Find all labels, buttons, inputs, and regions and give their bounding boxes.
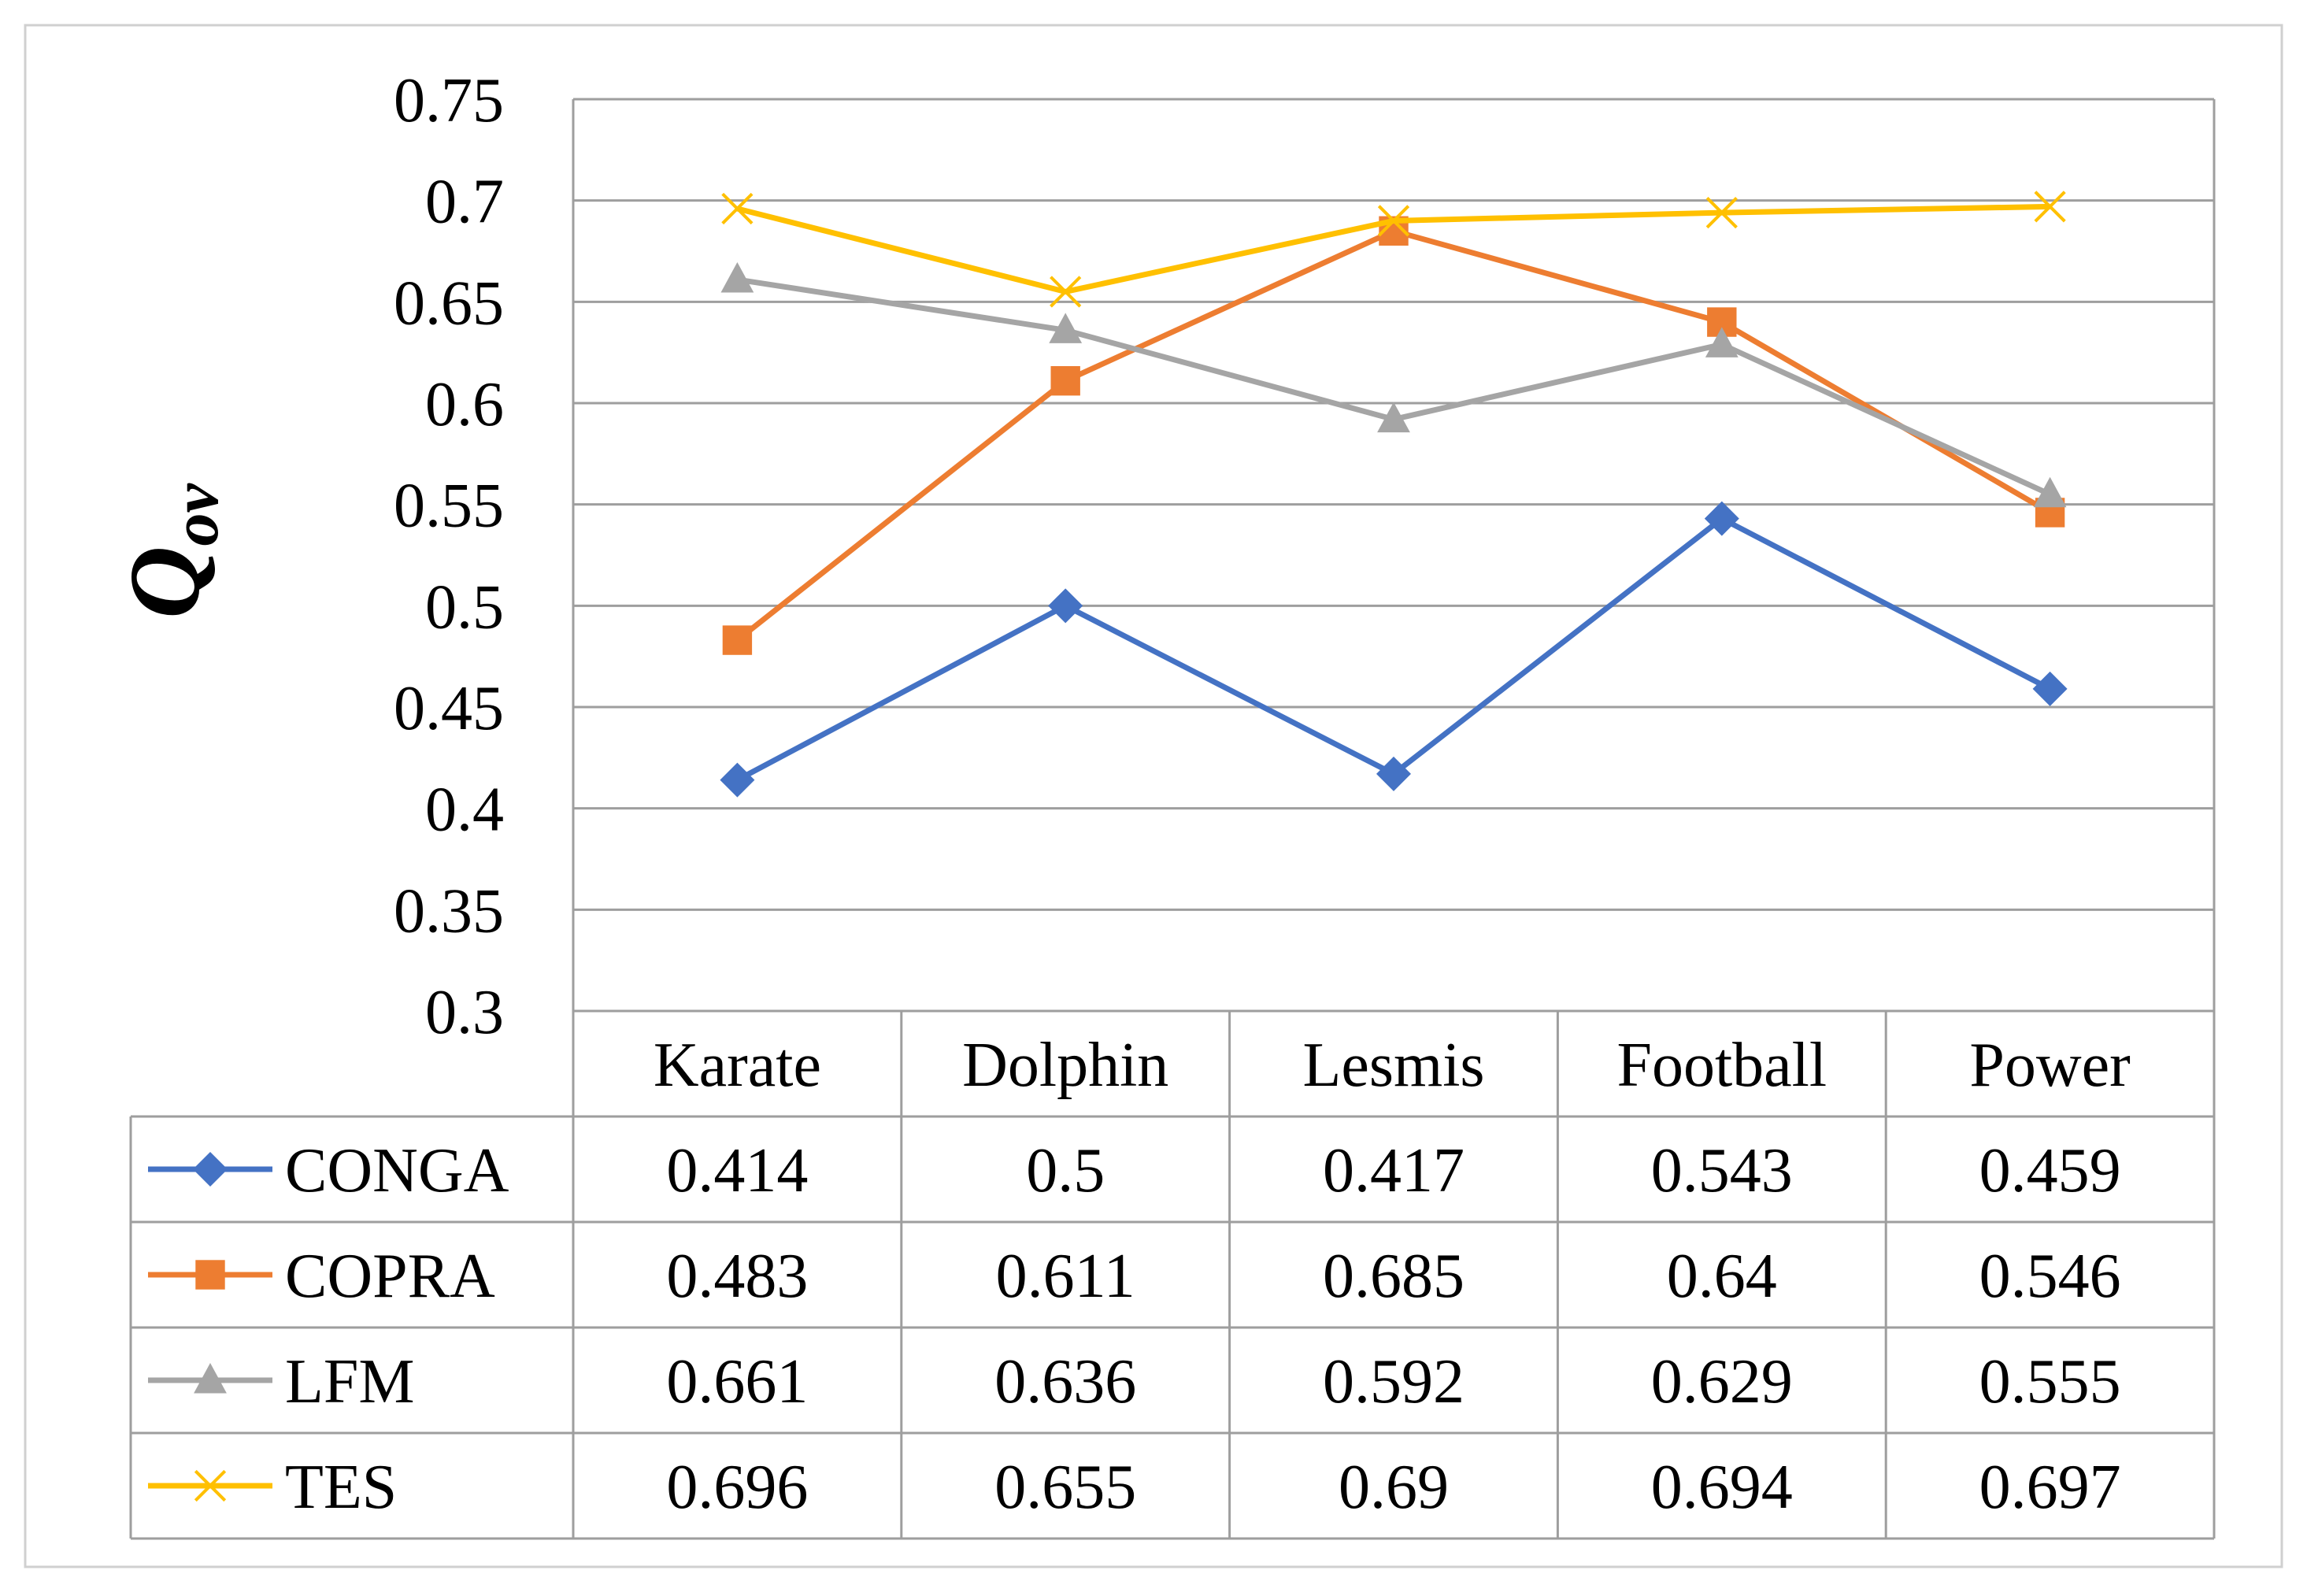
legend-label: CONGA [285,1136,509,1205]
triangle-marker [1377,402,1410,433]
x-marker [1377,205,1410,237]
triangle-marker [720,262,754,293]
data-value-label: 0.697 [1979,1453,2121,1522]
legend-key [148,1152,272,1187]
category-label: Lesmis [1302,1031,1484,1100]
data-value-label: 0.543 [1651,1136,1793,1205]
y-tick-label: 0.35 [394,876,504,946]
square-marker [1050,365,1080,396]
diamond-marker [2032,671,2068,706]
data-value-label: 0.546 [1979,1242,2121,1311]
data-value-label: 0.629 [1651,1347,1793,1416]
triangle-marker [1049,313,1083,343]
legend-label: COPRA [285,1242,495,1311]
x-marker-stroke [1377,205,1410,237]
legend-key [148,1260,272,1290]
y-tick-label: 0.65 [394,268,504,338]
y-tick-label: 0.6 [425,370,504,439]
legend-key [148,1363,272,1394]
data-value-label: 0.64 [1667,1242,1777,1311]
data-value-label: 0.661 [666,1347,808,1416]
data-table: Karate Dolphin Lesmis Football Power CONGA 0.4… [129,1011,2216,1540]
y-tick-label: 0.45 [394,674,504,743]
x-marker-stroke [1705,196,1738,229]
y-tick-label: 0.55 [394,472,504,541]
series-lfm [720,262,2067,508]
gridlines [572,98,2216,1013]
data-value-label: 0.592 [1323,1347,1465,1416]
data-value-label: 0.417 [1323,1136,1465,1205]
x-marker [194,1469,227,1502]
diamond-marker [1704,501,1739,536]
legend-label: TES [285,1453,397,1522]
category-label: Karate [654,1031,821,1100]
y-axis-label: Qov [109,482,232,618]
series-conga [720,501,2068,798]
square-marker [722,625,753,655]
data-value-label: 0.685 [1323,1242,1465,1311]
series-lines [720,191,2068,798]
x-marker [1050,276,1082,308]
data-value-label: 0.696 [666,1453,808,1522]
x-marker [1705,196,1738,229]
triangle-marker [1705,327,1739,357]
x-marker-stroke [2034,191,2066,223]
legend-key [148,1469,272,1502]
x-marker [721,192,754,225]
y-tick-label: 0.4 [425,776,504,845]
diamond-marker [193,1152,228,1187]
diamond-marker [1048,588,1083,624]
triangle-marker [194,1363,227,1394]
y-axis-tick-labels: 0.75 0.7 0.65 0.6 0.55 0.5 0.45 0.4 0.35 0.3 [394,66,504,1047]
data-value-label: 0.636 [994,1347,1136,1416]
y-tick-label: 0.5 [425,572,504,642]
y-axis-label-subscript: ov [159,482,232,546]
diamond-marker [720,762,755,798]
legend-label: LFM [285,1347,415,1416]
series-tes [721,191,2066,308]
data-value-label: 0.611 [996,1242,1135,1311]
y-tick-label: 0.3 [425,978,504,1047]
y-tick-label: 0.7 [425,168,504,237]
x-marker [2034,191,2066,223]
triangle-marker [2033,476,2067,508]
diamond-marker [1376,756,1411,791]
y-tick-label: 0.75 [394,66,504,135]
y-axis-label-main: Q [109,546,220,618]
data-value-label: 0.69 [1339,1453,1449,1522]
data-value-label: 0.414 [666,1136,808,1205]
category-label: Power [1969,1031,2130,1100]
data-value-label: 0.694 [1651,1453,1793,1522]
data-value-label: 0.483 [666,1242,808,1311]
x-marker-stroke [194,1469,227,1502]
x-marker-stroke [721,192,754,225]
square-marker [195,1260,225,1290]
category-label: Dolphin [962,1031,1168,1100]
data-value-label: 0.5 [1026,1136,1105,1205]
data-value-label: 0.459 [1979,1136,2121,1205]
x-marker-stroke [1050,276,1082,308]
category-label: Football [1616,1031,1827,1100]
data-value-label: 0.655 [994,1453,1136,1522]
figure-border [24,24,2283,1568]
data-value-label: 0.555 [1979,1347,2121,1416]
